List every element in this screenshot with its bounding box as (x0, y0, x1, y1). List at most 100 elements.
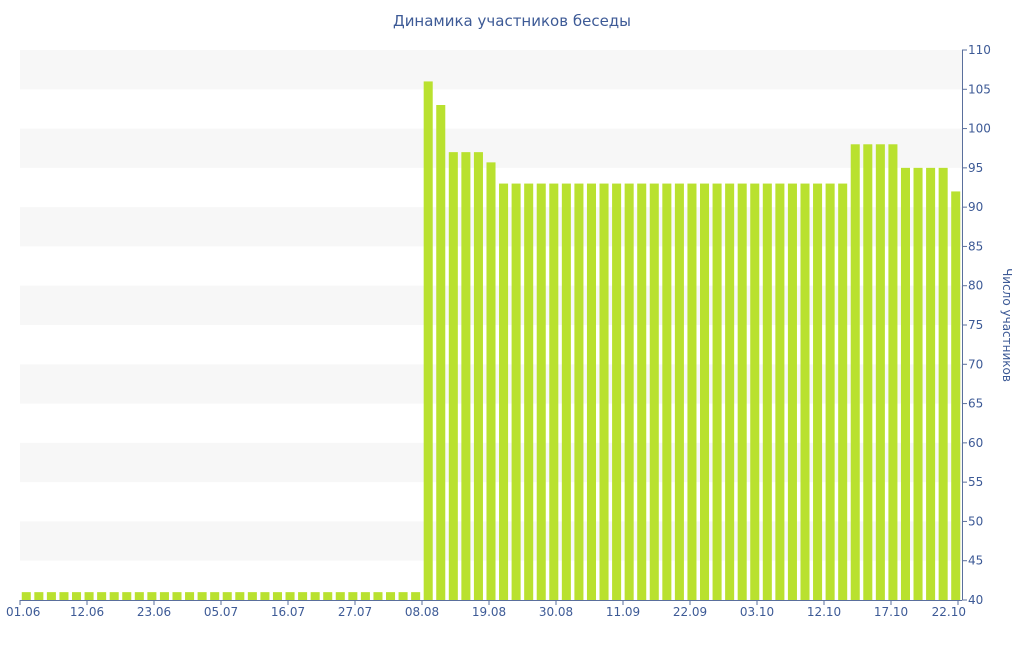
bar (825, 183, 835, 600)
bar (59, 592, 69, 600)
bar (109, 592, 119, 600)
bar (436, 105, 446, 600)
bar (863, 144, 873, 601)
bar (511, 183, 521, 600)
bar (411, 592, 421, 600)
x-tick-label: 23.06 (137, 605, 171, 619)
x-tick-label: 22.09 (673, 605, 707, 619)
bar (637, 183, 647, 600)
bar (335, 592, 345, 600)
y-tick-label: 95 (968, 161, 983, 175)
bar (97, 592, 107, 600)
x-tick-label: 16.07 (271, 605, 305, 619)
bar (360, 592, 370, 600)
y-tick-label: 50 (968, 514, 983, 528)
bars (21, 81, 961, 601)
bar (700, 183, 710, 600)
x-tick-label: 05.07 (204, 605, 238, 619)
grid-band (20, 128, 962, 168)
bar (34, 592, 44, 600)
bar (147, 592, 157, 600)
x-tick-label: 22.10 (932, 605, 966, 619)
bar (348, 592, 358, 600)
bar (21, 592, 31, 600)
bar (386, 592, 396, 600)
chart-title: Динамика участников беседы (392, 12, 632, 30)
bar (122, 592, 132, 600)
bar (222, 592, 232, 600)
x-tick-label: 03.10 (740, 605, 774, 619)
bar (72, 592, 82, 600)
bar (624, 183, 634, 600)
bar (159, 592, 169, 600)
bar (536, 183, 546, 600)
bar (260, 592, 270, 600)
y-tick-label: 105 (968, 82, 991, 96)
bar (775, 183, 785, 600)
bar (875, 144, 885, 601)
bar (712, 183, 722, 600)
bar (900, 167, 910, 601)
y-tick-label: 40 (968, 593, 983, 607)
bar (649, 183, 659, 600)
bar (473, 152, 483, 600)
bar (612, 183, 622, 600)
bar (298, 592, 308, 600)
bar (549, 183, 559, 600)
bar (486, 162, 496, 601)
bar (586, 183, 596, 600)
bar (448, 152, 458, 600)
bar (134, 592, 144, 600)
bar (938, 167, 948, 601)
bar (84, 592, 94, 600)
bar (373, 592, 383, 600)
bar (913, 167, 923, 601)
bar (850, 144, 860, 601)
bar (561, 183, 571, 600)
x-tick-label: 11.09 (606, 605, 640, 619)
bar (888, 144, 898, 601)
bar (423, 81, 433, 601)
bar (185, 592, 195, 600)
x-tick-label: 30.08 (539, 605, 573, 619)
bar (272, 592, 282, 600)
bar (210, 592, 220, 600)
bar (813, 183, 823, 600)
y-tick-label: 75 (968, 318, 983, 332)
x-tick-label: 27.07 (338, 605, 372, 619)
x-tick-label: 08.08 (405, 605, 439, 619)
bar (285, 592, 295, 600)
y-tick-label: 45 (968, 554, 983, 568)
bar (725, 183, 735, 600)
bar (737, 183, 747, 600)
bar (398, 592, 408, 600)
y-tick-label: 85 (968, 239, 983, 253)
bar (46, 592, 56, 600)
bar (197, 592, 207, 600)
bar (461, 152, 471, 600)
x-tick-label: 17.10 (874, 605, 908, 619)
y-tick-label: 70 (968, 357, 983, 371)
bar (524, 183, 534, 600)
x-tick-label: 19.08 (472, 605, 506, 619)
bar (599, 183, 609, 600)
bar (235, 592, 245, 600)
bar (750, 183, 760, 600)
bar (662, 183, 672, 600)
y-tick-label: 100 (968, 122, 991, 136)
bar (787, 183, 797, 600)
bar (926, 167, 936, 601)
x-tick-label: 12.10 (807, 605, 841, 619)
bar (674, 183, 684, 600)
bar (247, 592, 257, 600)
bar (323, 592, 333, 600)
y-tick-label: 65 (968, 397, 983, 411)
bar (838, 183, 848, 600)
y-tick-label: 110 (968, 43, 991, 57)
y-tick-label: 80 (968, 279, 983, 293)
y-tick-label: 90 (968, 200, 983, 214)
y-tick-label: 60 (968, 436, 983, 450)
bar (574, 183, 584, 600)
